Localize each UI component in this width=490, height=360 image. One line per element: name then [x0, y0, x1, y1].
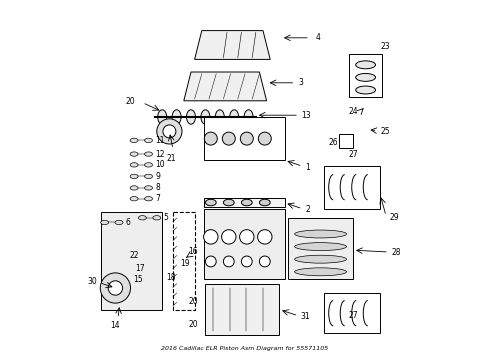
- Ellipse shape: [259, 199, 270, 206]
- Bar: [205, 284, 279, 335]
- Ellipse shape: [145, 138, 152, 143]
- Ellipse shape: [130, 197, 138, 201]
- Text: 20: 20: [125, 97, 135, 106]
- Ellipse shape: [242, 199, 252, 206]
- Bar: [339, 134, 353, 148]
- Ellipse shape: [294, 268, 346, 276]
- Text: 26: 26: [328, 138, 338, 147]
- Ellipse shape: [201, 110, 210, 124]
- Circle shape: [258, 132, 271, 145]
- Ellipse shape: [356, 61, 375, 69]
- Ellipse shape: [356, 86, 375, 94]
- Text: 13: 13: [301, 111, 311, 120]
- Ellipse shape: [115, 220, 123, 225]
- Polygon shape: [195, 31, 270, 59]
- Ellipse shape: [356, 73, 375, 81]
- Circle shape: [204, 230, 218, 244]
- Text: 18: 18: [167, 274, 176, 282]
- Text: 27: 27: [348, 150, 358, 159]
- Bar: [349, 54, 382, 97]
- Ellipse shape: [187, 110, 196, 124]
- Text: 30: 30: [87, 277, 97, 286]
- Ellipse shape: [145, 174, 152, 179]
- Ellipse shape: [145, 186, 152, 190]
- Ellipse shape: [223, 199, 234, 206]
- Ellipse shape: [145, 197, 152, 201]
- Text: 31: 31: [301, 312, 311, 321]
- Circle shape: [240, 132, 253, 145]
- Text: 22: 22: [130, 251, 139, 260]
- Bar: [204, 117, 285, 160]
- Text: 15: 15: [133, 275, 143, 284]
- Ellipse shape: [130, 174, 138, 179]
- Circle shape: [221, 230, 236, 244]
- Circle shape: [205, 256, 216, 267]
- Bar: [101, 212, 162, 310]
- Ellipse shape: [130, 152, 138, 156]
- Ellipse shape: [230, 110, 239, 124]
- Text: 10: 10: [155, 161, 165, 170]
- Text: 12: 12: [155, 150, 165, 159]
- Bar: [204, 209, 285, 279]
- Text: 28: 28: [391, 248, 401, 257]
- Text: 23: 23: [380, 42, 390, 51]
- Text: 5: 5: [163, 213, 168, 222]
- Circle shape: [259, 256, 270, 267]
- Ellipse shape: [139, 216, 147, 220]
- Text: 8: 8: [155, 184, 160, 193]
- Bar: [324, 293, 380, 333]
- Bar: [204, 198, 285, 207]
- Text: 21: 21: [167, 154, 176, 163]
- Circle shape: [108, 281, 122, 295]
- Text: 1: 1: [305, 163, 310, 172]
- Circle shape: [242, 256, 252, 267]
- Ellipse shape: [158, 110, 167, 124]
- Ellipse shape: [145, 152, 152, 156]
- Text: 20: 20: [188, 297, 198, 306]
- Text: 4: 4: [315, 33, 320, 42]
- Text: 2: 2: [305, 205, 310, 214]
- Circle shape: [222, 132, 235, 145]
- Text: 14: 14: [110, 321, 120, 330]
- Ellipse shape: [215, 110, 224, 124]
- Bar: [324, 166, 380, 209]
- Ellipse shape: [294, 230, 346, 238]
- Circle shape: [157, 119, 182, 144]
- Text: 16: 16: [188, 248, 197, 256]
- Ellipse shape: [130, 186, 138, 190]
- Circle shape: [163, 125, 176, 138]
- Text: 9: 9: [155, 172, 160, 181]
- Ellipse shape: [100, 220, 109, 225]
- Text: 20: 20: [188, 320, 198, 329]
- Ellipse shape: [294, 255, 346, 263]
- Ellipse shape: [172, 110, 181, 124]
- Ellipse shape: [205, 199, 216, 206]
- Ellipse shape: [130, 163, 138, 167]
- Text: 19: 19: [180, 259, 190, 268]
- Text: 6: 6: [125, 218, 130, 227]
- Text: 2016 Cadillac ELR Piston Asm Diagram for 55571105: 2016 Cadillac ELR Piston Asm Diagram for…: [161, 346, 329, 351]
- Text: 29: 29: [389, 213, 399, 222]
- Bar: [288, 218, 353, 279]
- Ellipse shape: [294, 243, 346, 251]
- Circle shape: [240, 230, 254, 244]
- Text: 24: 24: [349, 107, 358, 116]
- Ellipse shape: [153, 216, 161, 220]
- Circle shape: [258, 230, 272, 244]
- Text: 7: 7: [155, 194, 160, 203]
- Text: 3: 3: [298, 78, 303, 87]
- Text: 11: 11: [155, 136, 165, 145]
- Ellipse shape: [145, 163, 152, 167]
- Text: 25: 25: [380, 127, 390, 136]
- Circle shape: [223, 256, 234, 267]
- Polygon shape: [184, 72, 267, 101]
- Circle shape: [204, 132, 217, 145]
- Circle shape: [100, 273, 130, 303]
- Text: 27: 27: [348, 310, 358, 320]
- Text: 17: 17: [135, 264, 145, 273]
- Ellipse shape: [244, 110, 253, 124]
- Ellipse shape: [130, 138, 138, 143]
